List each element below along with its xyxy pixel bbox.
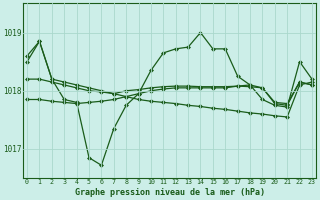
X-axis label: Graphe pression niveau de la mer (hPa): Graphe pression niveau de la mer (hPa) <box>75 188 265 197</box>
